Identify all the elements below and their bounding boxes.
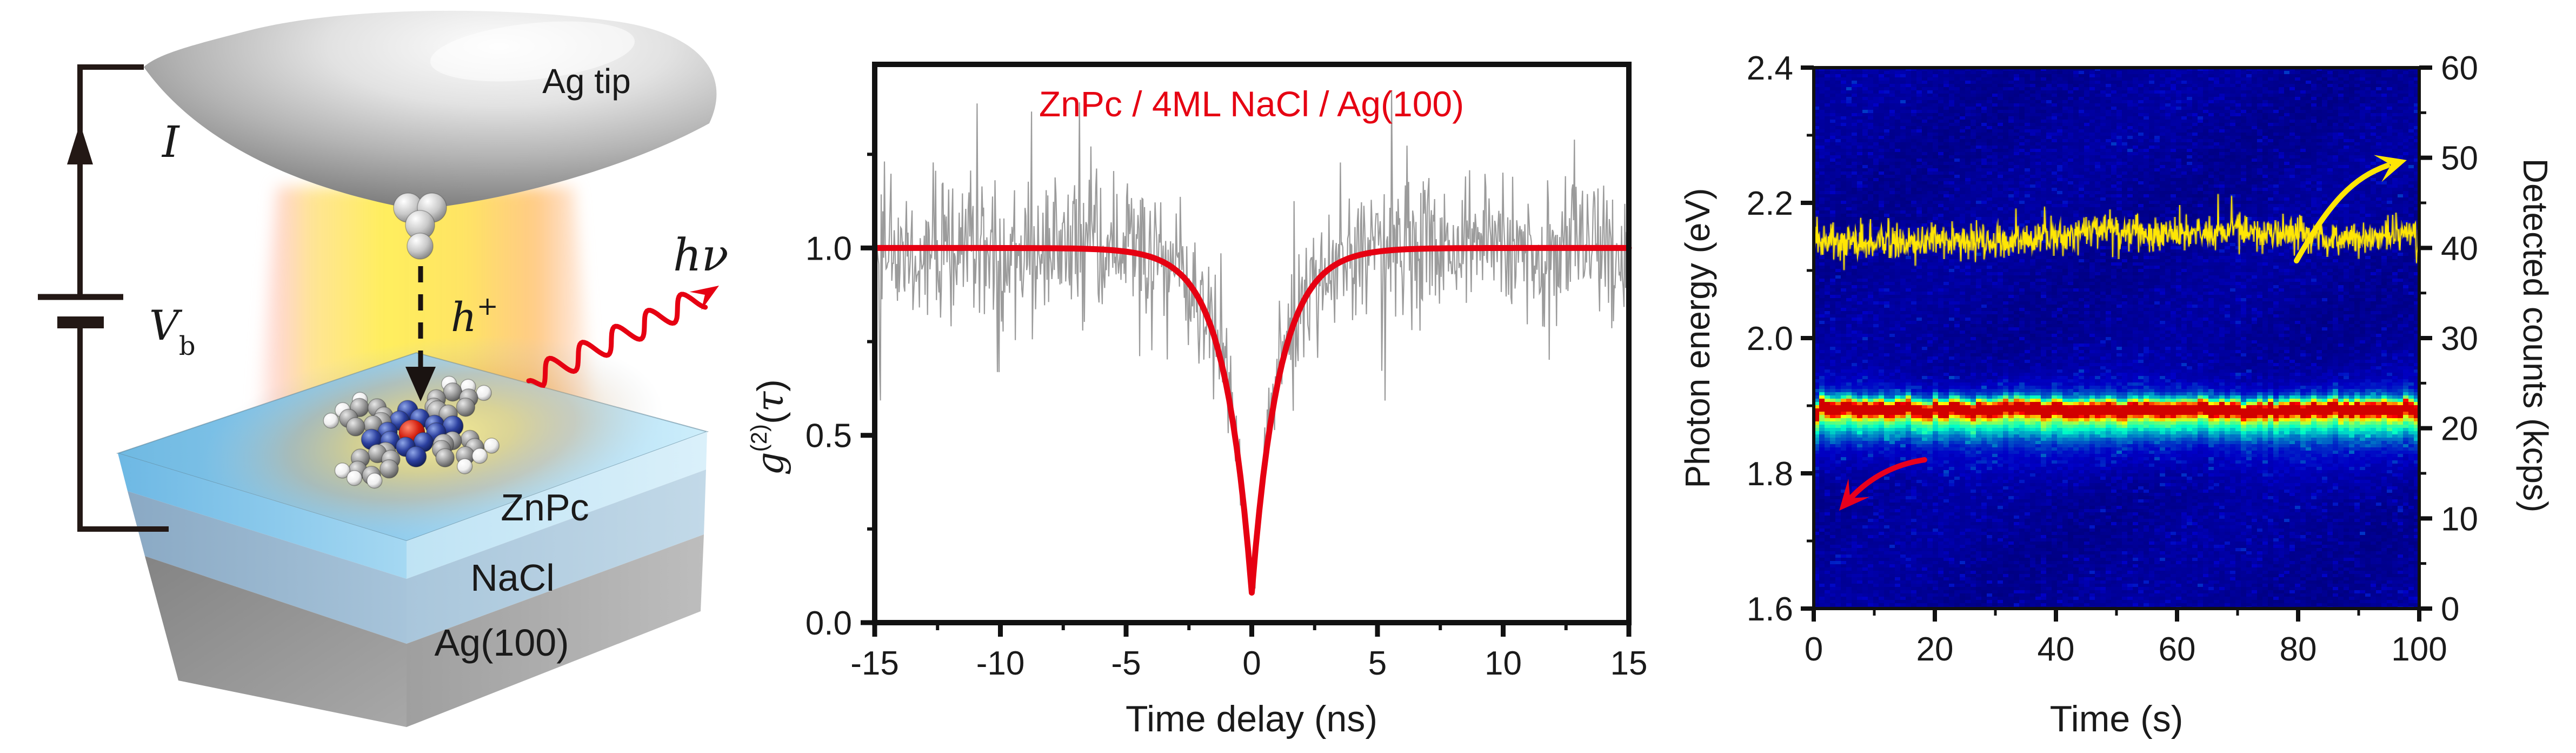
photon-arrowhead — [689, 286, 719, 311]
spectral-xaxis-title: Time (s) — [2050, 698, 2184, 739]
g2-panel-title: ZnPc / 4ML NaCl / Ag(100) — [1039, 84, 1464, 124]
hole-label: h+ — [451, 291, 498, 341]
counts-tick-label: 0 — [2441, 591, 2459, 628]
molecule-atom — [456, 458, 473, 474]
time-tick-label: 40 — [2038, 631, 2075, 668]
nacl-layer-right-face — [407, 470, 706, 644]
molecule-atom — [471, 447, 488, 464]
spectral-heatmap-canvas — [1814, 68, 2419, 609]
molecule-atom — [380, 459, 399, 479]
g2-fit-curve — [871, 245, 1632, 596]
nacl-layer-left-face — [128, 491, 407, 644]
tip-highlight — [430, 21, 635, 82]
znpc-layer-left-face — [118, 453, 407, 579]
molecule-atom — [367, 472, 383, 489]
circuit-wire-top — [77, 64, 144, 296]
znpc-layer-right-face — [407, 432, 707, 579]
current-label: I — [161, 117, 180, 167]
x-tick-label: 5 — [1368, 645, 1387, 682]
g2-yaxis-title: g(2)(τ) — [746, 379, 792, 475]
counts-tick-label: 20 — [2441, 411, 2478, 448]
molecule-atom — [334, 463, 351, 479]
znpc-layer-label: ZnPc — [501, 486, 589, 529]
time-tick-label: 100 — [2391, 631, 2447, 668]
hole-injection-arrow — [405, 266, 436, 401]
bias-voltage-label: Vb — [149, 301, 196, 361]
molecule-atom — [456, 397, 476, 417]
y-tick-label: 0.0 — [806, 605, 852, 642]
y-tick-label: 0.5 — [806, 418, 852, 455]
time-tick-label: 0 — [1805, 631, 1823, 668]
time-tick-label: 20 — [1916, 631, 1954, 668]
molecule-atom — [323, 412, 340, 429]
x-tick-label: 15 — [1610, 645, 1648, 682]
energy-tick-label: 2.0 — [1747, 320, 1793, 358]
znpc-molecule — [323, 375, 500, 489]
time-tick-label: 60 — [2159, 631, 2196, 668]
x-tick-label: 10 — [1485, 645, 1522, 682]
counts-tick-label: 30 — [2441, 320, 2478, 358]
counts-tick-label: 50 — [2441, 140, 2478, 177]
g2-xaxis-title: Time delay (ns) — [1126, 698, 1377, 739]
ag-tip — [144, 10, 717, 210]
x-tick-label: -10 — [976, 645, 1025, 682]
counts-trace-arrowhead — [2374, 155, 2407, 182]
ag-tip-label: Ag tip — [542, 62, 631, 101]
counts-tick-label: 60 — [2441, 50, 2478, 87]
x-tick-label: -15 — [850, 645, 899, 682]
photon-wavy-arrow — [526, 292, 708, 388]
silver-layer-right-face — [407, 534, 704, 727]
counts-tick-label: 40 — [2441, 230, 2478, 267]
counts-trace-arrow — [2294, 163, 2390, 263]
x-tick-label: -5 — [1111, 645, 1141, 682]
g2-axis-ticks: -15 -10 -5 0 5 10 15 0.0 0.5 1.0 — [806, 153, 1648, 682]
x-tick-label: 0 — [1242, 645, 1261, 682]
counts-tick-label: 10 — [2441, 500, 2478, 538]
molecule-atom — [483, 438, 500, 454]
silver-substrate-label: Ag(100) — [434, 622, 569, 664]
tip-apex-atoms — [393, 193, 447, 260]
emission-line-arrowhead — [1839, 478, 1870, 511]
y-tick-label: 1.0 — [806, 230, 852, 267]
photon-energy-axis-title: Photon energy (eV) — [1678, 188, 1717, 488]
detected-counts-axis-title: Detected counts (kcps) — [2516, 158, 2555, 513]
molecule-atom — [405, 446, 427, 467]
silver-layer-left-face — [145, 556, 407, 727]
energy-tick-label: 1.8 — [1747, 455, 1793, 493]
time-tick-label: 80 — [2280, 631, 2317, 668]
nacl-layer-label: NaCl — [470, 557, 555, 599]
circuit-wire-bottom — [77, 328, 169, 532]
heatmap-frame — [1812, 66, 2421, 610]
energy-tick-label: 2.2 — [1747, 185, 1793, 222]
bias-circuit — [38, 64, 169, 532]
molecule-atom — [346, 417, 365, 437]
current-direction-arrowhead — [67, 123, 93, 164]
energy-tick-label: 2.4 — [1747, 50, 1793, 87]
photon-label: hν — [673, 230, 729, 281]
molecule-atom — [346, 470, 363, 486]
molecule-atom — [435, 448, 455, 467]
emission-line-arrow — [1848, 457, 1927, 500]
energy-tick-label: 1.6 — [1747, 591, 1793, 628]
